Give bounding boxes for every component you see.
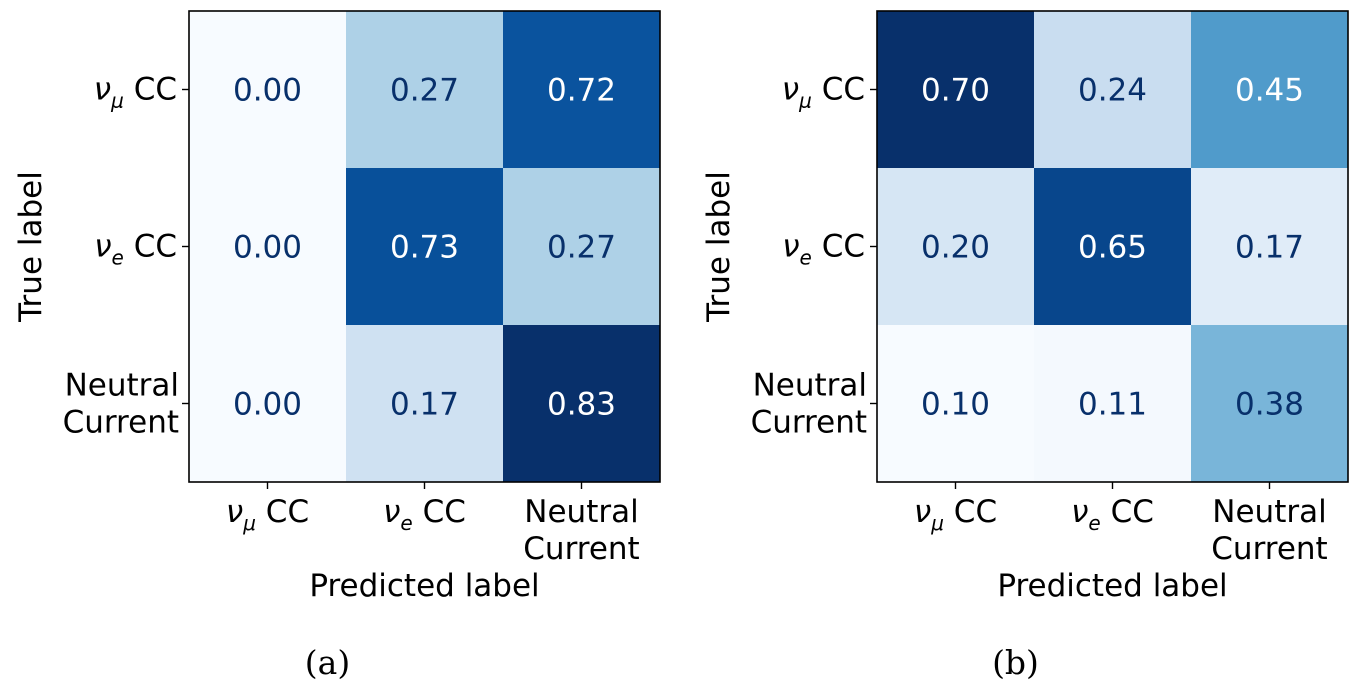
cell-value-0-0: 0.70 <box>921 73 990 109</box>
cell-value-2-1: 0.11 <box>1078 387 1147 423</box>
cell-1-0 <box>189 168 346 325</box>
cell-2-1 <box>1034 325 1191 482</box>
x-axis-label: Predicted label <box>309 568 539 604</box>
cell-value-2-2: 0.83 <box>547 387 616 423</box>
panel-label: (a) <box>305 643 350 682</box>
y-tick-label: νμ CC <box>782 72 865 113</box>
cell-value-1-2: 0.17 <box>1235 230 1304 266</box>
cell-2-0 <box>877 325 1034 482</box>
cell-value-2-0: 0.00 <box>233 387 302 423</box>
x-tick-label: νμ CC <box>914 494 997 535</box>
y-tick-label: νe CC <box>94 229 177 270</box>
cell-value-1-2: 0.27 <box>547 230 616 266</box>
cell-0-0 <box>877 11 1034 168</box>
cell-1-2 <box>503 168 660 325</box>
y-tick-label: νe CC <box>782 229 865 270</box>
cell-value-1-1: 0.73 <box>390 230 459 266</box>
cell-value-0-1: 0.24 <box>1078 73 1147 109</box>
cell-value-0-2: 0.72 <box>547 73 616 109</box>
x-axis-label: Predicted label <box>997 568 1227 604</box>
cell-0-1 <box>1034 11 1191 168</box>
y-axis-label: True label <box>701 171 737 323</box>
cell-0-2 <box>1191 11 1348 168</box>
cell-1-1 <box>1034 168 1191 325</box>
cell-2-2 <box>1191 325 1348 482</box>
cell-value-2-2: 0.38 <box>1235 387 1304 423</box>
cell-0-2 <box>503 11 660 168</box>
cell-value-0-0: 0.00 <box>233 73 302 109</box>
y-tick-label: Neutral Current <box>751 368 867 441</box>
x-tick-label: Neutral Current <box>1211 494 1327 567</box>
cell-2-1 <box>346 325 503 482</box>
confusion-matrix-b: 0.70 0.24 0.45 0.20 0.65 0.17 0.10 0.11 0.38 νμ C… <box>701 10 1349 682</box>
y-tick-label: Neutral Current <box>63 368 179 441</box>
cell-value-2-1: 0.17 <box>390 387 459 423</box>
cell-value-0-2: 0.45 <box>1235 73 1304 109</box>
cell-value-2-0: 0.10 <box>921 387 990 423</box>
cell-1-0 <box>877 168 1034 325</box>
x-tick-label: Neutral Current <box>523 494 639 567</box>
cell-value-1-1: 0.65 <box>1078 230 1147 266</box>
cell-0-0 <box>189 11 346 168</box>
cell-0-1 <box>346 11 503 168</box>
x-tick-label: νμ CC <box>226 494 309 535</box>
x-tick-label: νe CC <box>1071 494 1154 535</box>
cell-value-1-0: 0.20 <box>921 230 990 266</box>
cell-1-2 <box>1191 168 1348 325</box>
cell-2-0 <box>189 325 346 482</box>
confusion-matrix-a: 0.00 0.27 0.72 0.00 0.73 0.27 0.00 0.17 0.83 νμ C… <box>13 10 661 682</box>
panel-label: (b) <box>992 643 1039 682</box>
x-tick-label: νe CC <box>383 494 466 535</box>
cell-value-0-1: 0.27 <box>390 73 459 109</box>
y-axis-label: True label <box>13 171 49 323</box>
cell-2-2 <box>503 325 660 482</box>
cell-1-1 <box>346 168 503 325</box>
y-tick-label: νμ CC <box>94 72 177 113</box>
cell-value-1-0: 0.00 <box>233 230 302 266</box>
